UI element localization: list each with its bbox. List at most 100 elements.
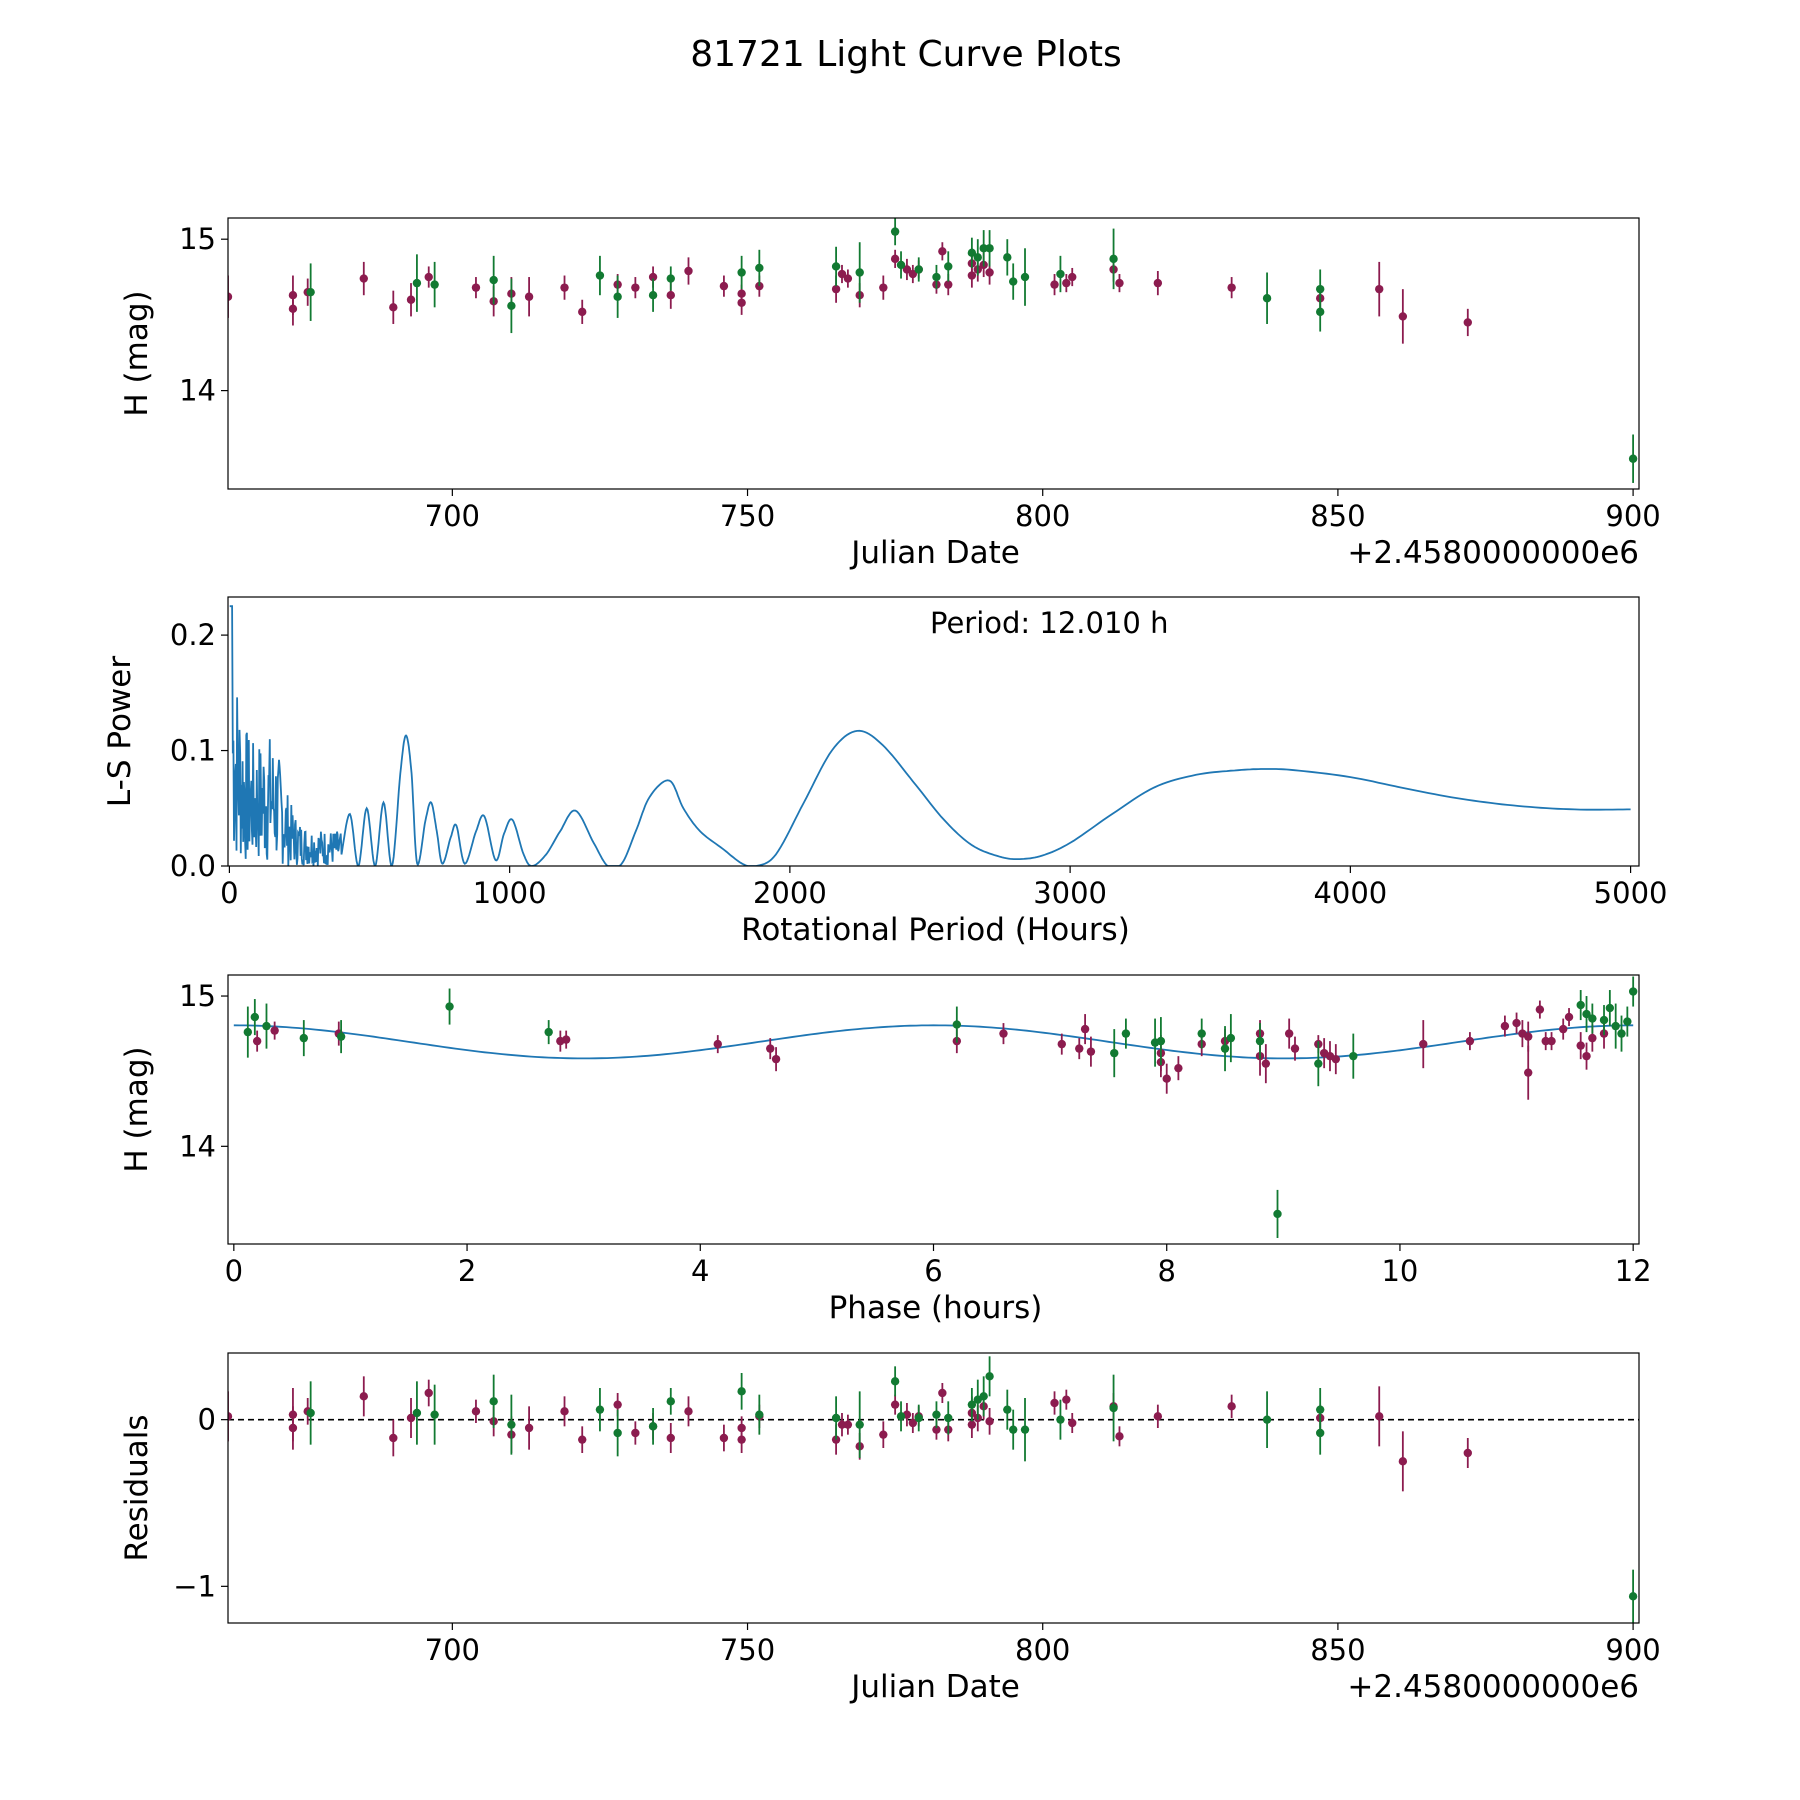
x-tick-label: 4 <box>691 1254 709 1288</box>
data-point <box>985 1417 994 1426</box>
periodogram-line <box>229 605 1631 866</box>
data-point <box>489 1397 498 1406</box>
data-point <box>831 262 841 271</box>
data-point <box>967 1400 977 1409</box>
chart-residuals-vs-date: 700 750 800 850 900 −1 0 Julian Date Residuals +2… <box>119 1352 1661 1705</box>
y-axis-label: H (mag) <box>119 290 155 416</box>
data-point <box>837 269 847 279</box>
data-point <box>507 1420 516 1429</box>
data-point <box>1227 283 1236 292</box>
data-point <box>430 280 439 289</box>
data-point <box>737 1435 746 1444</box>
data-point <box>445 1002 454 1011</box>
data-point <box>890 1400 900 1409</box>
data-point <box>967 248 977 258</box>
data-point <box>1068 1418 1077 1428</box>
x-tick-label: 12 <box>1615 1254 1652 1288</box>
data-point <box>1398 312 1408 321</box>
data-point <box>879 283 888 292</box>
data-point <box>896 260 906 270</box>
data-point <box>737 268 746 277</box>
data-point <box>1547 1036 1556 1046</box>
data-point <box>544 1027 553 1037</box>
data-point <box>262 1021 271 1031</box>
data-point <box>837 1420 847 1429</box>
x-offset-label: +2.4580000000e6 <box>1347 1669 1639 1705</box>
data-point <box>979 1392 988 1401</box>
data-point <box>684 1407 693 1416</box>
data-point <box>843 274 853 283</box>
data-point <box>831 1435 841 1444</box>
data-point <box>1226 1033 1236 1043</box>
data-point <box>1524 1068 1533 1077</box>
data-point <box>406 295 416 304</box>
x-tick-label: 1000 <box>473 876 547 910</box>
data-point <box>1375 1412 1384 1421</box>
x-axis-label: Julian Date <box>849 535 1020 571</box>
axes-frame <box>227 217 1640 490</box>
data-point <box>1576 1000 1585 1010</box>
data-point <box>985 268 994 277</box>
y-axis-label: H (mag) <box>119 1046 155 1172</box>
y-tick-label: 0.1 <box>170 734 216 768</box>
data-point <box>299 1033 308 1043</box>
y-axis-label: Residuals <box>119 1414 155 1561</box>
data-point <box>1003 1405 1012 1414</box>
x-tick-label: 800 <box>1015 1633 1070 1667</box>
data-point <box>1398 1457 1408 1466</box>
data-point <box>944 280 953 289</box>
data-point <box>755 263 764 273</box>
data-point <box>1315 1428 1325 1438</box>
data-point <box>1375 284 1384 294</box>
data-point <box>1465 1036 1475 1046</box>
series-green <box>306 1356 1638 1623</box>
y-tick-label: 0 <box>198 1403 216 1437</box>
data-point <box>631 283 640 292</box>
period-annotation: Period: 12.010 h <box>930 606 1169 640</box>
data-point <box>1056 1415 1065 1424</box>
data-point <box>1535 1005 1545 1014</box>
data-point <box>561 1035 571 1044</box>
axes-frame <box>227 596 1640 867</box>
x-tick-label: 5000 <box>1594 876 1668 910</box>
data-point <box>1020 272 1030 282</box>
data-point <box>932 1410 941 1419</box>
data-point <box>613 1400 622 1409</box>
data-point <box>1576 1041 1585 1050</box>
data-point <box>228 1412 233 1421</box>
data-point <box>1541 1036 1550 1046</box>
data-point <box>1564 1012 1574 1022</box>
data-point <box>1617 1029 1626 1038</box>
chart-phase-folded-curve: 0 2 4 6 8 10 12 14 15 Phase (hours) H (mag) <box>119 974 1652 1326</box>
data-point <box>879 1430 888 1439</box>
data-point <box>270 1026 279 1035</box>
x-tick-label: 900 <box>1605 1633 1660 1667</box>
x-offset-label: +2.4580000000e6 <box>1347 535 1639 571</box>
series-maroon <box>252 1000 1609 1100</box>
y-tick-label: 14 <box>179 1129 216 1163</box>
data-point <box>914 265 923 274</box>
data-point <box>359 274 368 283</box>
plot-area <box>233 976 1638 1238</box>
data-point <box>1162 1074 1171 1083</box>
data-point <box>1500 1021 1510 1031</box>
data-point <box>1174 1063 1183 1073</box>
data-point <box>1109 1403 1118 1413</box>
x-axis-label: Rotational Period (Hours) <box>741 912 1130 948</box>
data-point <box>412 1408 422 1418</box>
data-point <box>1463 318 1472 327</box>
data-point <box>1262 294 1272 303</box>
data-point <box>1599 1015 1609 1025</box>
plot-area <box>229 605 1631 866</box>
data-point <box>932 1425 941 1434</box>
data-point <box>771 1054 781 1064</box>
x-tick-label: 0 <box>220 876 238 910</box>
y-tick-label: 0.0 <box>170 849 216 883</box>
data-point <box>1062 278 1071 288</box>
data-point <box>944 1413 953 1423</box>
data-point <box>1110 1048 1119 1058</box>
x-tick-label: 900 <box>1605 499 1660 533</box>
plot-area <box>228 218 1638 483</box>
data-point <box>613 1428 622 1438</box>
